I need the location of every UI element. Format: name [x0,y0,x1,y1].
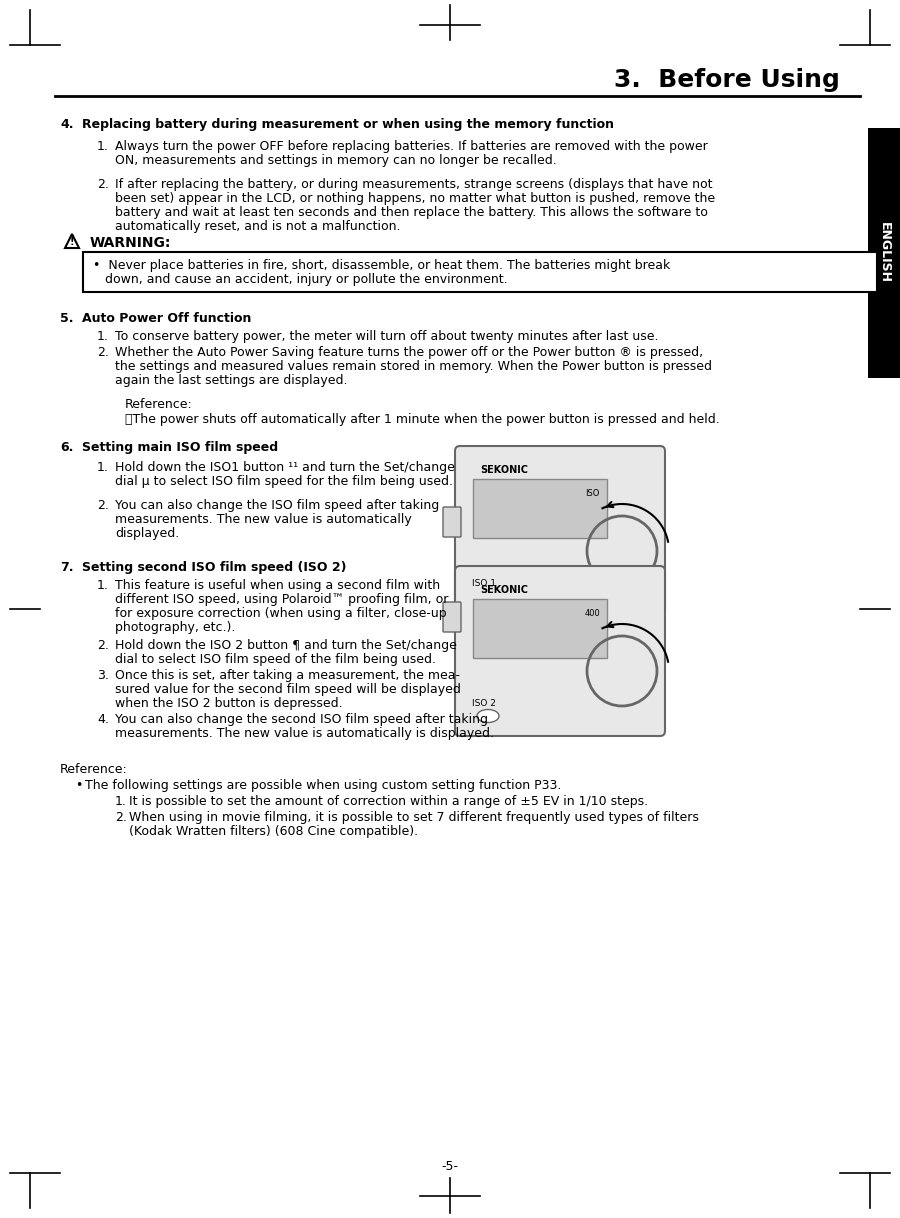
FancyBboxPatch shape [473,599,607,658]
Text: Setting second ISO film speed (ISO 2): Setting second ISO film speed (ISO 2) [82,561,346,574]
Text: It is possible to set the amount of correction within a range of ±5 EV in 1/10 s: It is possible to set the amount of corr… [129,795,648,808]
FancyBboxPatch shape [83,252,877,292]
Text: 1.: 1. [97,579,109,592]
Text: Setting main ISO film speed: Setting main ISO film speed [82,441,278,454]
Text: 2.: 2. [115,811,127,825]
Text: You can also change the ISO film speed after taking: You can also change the ISO film speed a… [115,499,439,512]
Text: 7.: 7. [60,561,74,574]
Text: 1.: 1. [97,140,109,153]
Text: If after replacing the battery, or during measurements, strange screens (display: If after replacing the battery, or durin… [115,178,713,191]
Text: ISO 2: ISO 2 [472,699,496,708]
Text: The power shuts off automatically after 1 minute when the power button is presse: The power shuts off automatically after … [125,413,720,426]
Text: •: • [75,780,83,792]
Text: measurements. The new value is automatically: measurements. The new value is automatic… [115,513,412,526]
Text: SEKONIC: SEKONIC [480,585,528,596]
Text: 2.: 2. [97,178,109,191]
Text: again the last settings are displayed.: again the last settings are displayed. [115,374,347,387]
FancyBboxPatch shape [443,507,461,537]
Text: When using in movie filming, it is possible to set 7 different frequently used t: When using in movie filming, it is possi… [129,811,699,825]
FancyBboxPatch shape [443,602,461,632]
Text: You can also change the second ISO film speed after taking: You can also change the second ISO film … [115,713,488,726]
Text: 6.: 6. [60,441,74,454]
Text: 1.: 1. [97,460,109,474]
Text: Reference:: Reference: [60,762,128,776]
Text: the settings and measured values remain stored in memory. When the Power button : the settings and measured values remain … [115,361,712,373]
Text: ISO: ISO [586,488,600,498]
Text: 4.: 4. [97,713,109,726]
Text: when the ISO 2 button is depressed.: when the ISO 2 button is depressed. [115,697,343,710]
FancyBboxPatch shape [455,446,665,616]
Text: for exposure correction (when using a filter, close-up: for exposure correction (when using a fi… [115,607,446,620]
FancyBboxPatch shape [868,128,900,378]
Text: Reference:: Reference: [125,398,193,410]
Text: battery and wait at least ten seconds and then replace the battery. This allows : battery and wait at least ten seconds an… [115,206,708,219]
Text: measurements. The new value is automatically is displayed.: measurements. The new value is automatic… [115,727,494,741]
Text: 5.: 5. [60,312,74,325]
Text: Auto Power Off function: Auto Power Off function [82,312,251,325]
Text: down, and cause an accident, injury or pollute the environment.: down, and cause an accident, injury or p… [93,273,508,286]
Text: dial µ to select ISO film speed for the film being used.: dial µ to select ISO film speed for the … [115,475,453,488]
Text: This feature is useful when using a second film with: This feature is useful when using a seco… [115,579,440,592]
Text: automatically reset, and is not a malfunction.: automatically reset, and is not a malfun… [115,220,400,233]
FancyBboxPatch shape [473,479,607,538]
Text: ENGLISH: ENGLISH [878,223,890,284]
Text: 1.: 1. [97,330,109,343]
Text: dial to select ISO film speed of the film being used.: dial to select ISO film speed of the fil… [115,653,436,666]
Text: Always turn the power OFF before replacing batteries. If batteries are removed w: Always turn the power OFF before replaci… [115,140,707,153]
Text: The following settings are possible when using custom setting function P33.: The following settings are possible when… [85,780,562,792]
Text: sured value for the second film speed will be displayed: sured value for the second film speed wi… [115,683,461,695]
Text: 4.: 4. [60,118,74,132]
Text: WARNING:: WARNING: [90,236,171,250]
Text: 3.  Before Using: 3. Before Using [614,68,840,93]
Text: photography, etc.).: photography, etc.). [115,621,236,635]
Text: SEKONIC: SEKONIC [480,465,528,475]
Text: (Kodak Wratten filters) (608 Cine compatible).: (Kodak Wratten filters) (608 Cine compat… [129,825,419,838]
Text: 3.: 3. [97,669,109,682]
Text: To conserve battery power, the meter will turn off about twenty minutes after la: To conserve battery power, the meter wil… [115,330,659,343]
Text: been set) appear in the LCD, or nothing happens, no matter what button is pushed: been set) appear in the LCD, or nothing … [115,192,716,205]
FancyBboxPatch shape [455,566,665,736]
Text: Replacing battery during measurement or when using the memory function: Replacing battery during measurement or … [82,118,614,132]
Ellipse shape [477,710,499,722]
Text: 1.: 1. [115,795,127,808]
Text: •  Never place batteries in fire, short, disassemble, or heat them. The batterie: • Never place batteries in fire, short, … [93,259,670,272]
Text: Hold down the ISO 2 button ¶ and turn the Set/change: Hold down the ISO 2 button ¶ and turn th… [115,639,457,652]
Text: 2.: 2. [97,499,109,512]
Ellipse shape [477,590,499,603]
Text: 2.: 2. [97,639,109,652]
Text: -5-: -5- [442,1160,458,1173]
Text: Once this is set, after taking a measurement, the mea-: Once this is set, after taking a measure… [115,669,460,682]
Text: Whether the Auto Power Saving feature turns the power off or the Power button ® : Whether the Auto Power Saving feature tu… [115,346,703,359]
Text: Hold down the ISO1 button ¹¹ and turn the Set/change: Hold down the ISO1 button ¹¹ and turn th… [115,460,454,474]
Text: different ISO speed, using Polaroid™ proofing film, or: different ISO speed, using Polaroid™ pro… [115,593,448,607]
Text: 2.: 2. [97,346,109,359]
Text: 400: 400 [584,609,600,618]
Text: !: ! [70,238,74,247]
Text: displayed.: displayed. [115,527,179,540]
Text: ISO 1: ISO 1 [472,579,496,588]
Text: ON, measurements and settings in memory can no longer be recalled.: ON, measurements and settings in memory … [115,153,557,167]
